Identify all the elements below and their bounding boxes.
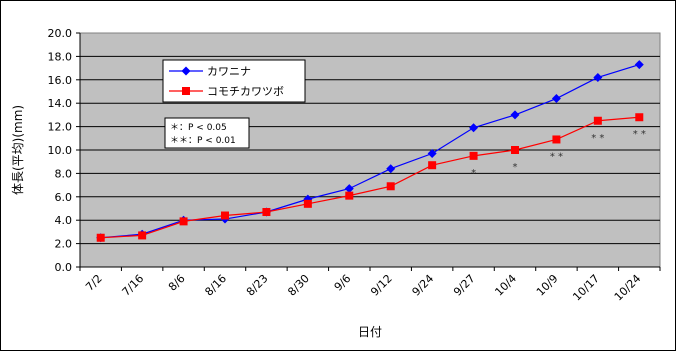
y-tick-label-8: 16.0: [48, 74, 73, 87]
legend-label-kawanina: カワニナ: [207, 65, 251, 78]
point-series1-7: [386, 182, 395, 191]
y-tick-label-1: 2.0: [55, 238, 73, 251]
point-series1-8: [428, 161, 437, 170]
point-series1-13: [635, 113, 644, 122]
point-series0-10: [510, 110, 520, 120]
point-series1-4: [262, 208, 271, 217]
y-tick-label-2: 4.0: [55, 214, 73, 227]
point-series1-5: [303, 199, 312, 208]
significance-mark-3: * *: [591, 133, 604, 144]
legend-marker-kawanina: [181, 66, 191, 76]
point-series0-6: [344, 184, 354, 194]
point-series1-9: [469, 151, 478, 160]
y-tick-label-6: 12.0: [48, 121, 73, 134]
y-tick-label-4: 8.0: [55, 167, 73, 180]
point-series1-12: [593, 116, 602, 125]
y-tick-label-10: 20.0: [48, 27, 73, 40]
y-tick-label-9: 18.0: [48, 50, 73, 63]
note-line-p001: ＊＊：P < 0.01: [170, 136, 236, 146]
point-series1-10: [511, 146, 519, 154]
legend-label-komochikawatsubo: コモチカワツボ: [207, 85, 284, 98]
point-series1-3: [221, 211, 229, 220]
point-series1-6: [345, 191, 354, 200]
point-series0-8: [427, 149, 437, 159]
y-tick-label-3: 6.0: [55, 191, 73, 204]
point-series1-1: [138, 231, 147, 240]
significance-mark-0: *: [471, 168, 476, 179]
legend-marker-komochikawatsubo: [182, 87, 190, 95]
legend: カワニナ コモチカワツボ: [162, 59, 306, 103]
y-axis-title: 体長(平均)(mm): [11, 105, 25, 195]
point-series1-2: [179, 217, 188, 226]
y-axis-ticks: 0.0 2.0 4.0 6.0 8.0 10.0 12.0 14.0 16.0 18.0 20.0: [48, 27, 81, 274]
y-tick-label-7: 14.0: [48, 97, 73, 110]
point-series0-7: [386, 164, 396, 174]
series-line-1: [100, 116, 640, 239]
significance-marks: * * * * * * * *: [471, 129, 646, 179]
series-lines: [96, 60, 644, 243]
point-series1-0: [96, 233, 105, 242]
significance-mark-4: * *: [633, 129, 646, 140]
point-series0-13: [634, 60, 644, 70]
significance-mark-1: *: [513, 162, 518, 173]
point-series0-12: [593, 72, 603, 82]
note-box: [164, 117, 250, 149]
note-line-p005: ＊：P < 0.05: [170, 123, 227, 133]
point-series1-11: [552, 135, 561, 144]
significance-note: ＊：P < 0.05 ＊＊：P < 0.01: [164, 117, 250, 149]
y-tick-label-5: 10.0: [48, 144, 73, 157]
point-series0-11: [551, 94, 561, 104]
significance-mark-2: * *: [550, 151, 563, 162]
y-tick-label-0: 0.0: [55, 261, 73, 274]
x-axis-title: 日付: [358, 325, 382, 339]
point-series0-9: [469, 123, 479, 133]
